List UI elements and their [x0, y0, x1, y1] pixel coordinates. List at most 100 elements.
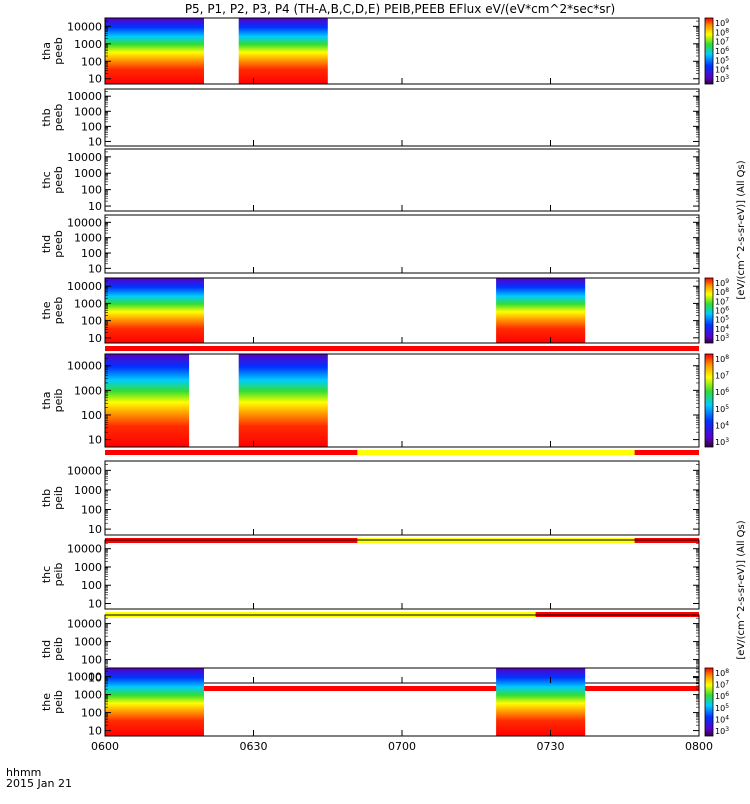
colorbar	[704, 353, 714, 448]
spectrogram-block	[105, 354, 190, 447]
panel-thc-peeb: 10 100 1000 10000 thc peeb	[40, 148, 700, 213]
panel-label: thd	[40, 640, 53, 658]
panel-label: the	[40, 301, 53, 319]
colorbar-tick-label: 105	[715, 703, 729, 713]
colorbar-tick-label: 104	[715, 714, 729, 724]
y-tick-label: 10	[88, 725, 102, 738]
panel-label: thd	[40, 235, 53, 253]
x-tick-label: 0800	[685, 740, 713, 753]
colorbar-tick-label: 106	[715, 387, 729, 397]
y-tick-label: 1000	[74, 38, 102, 51]
colorbar-tick-label: 104	[715, 65, 729, 75]
y-tick-label: 10000	[67, 280, 102, 293]
y-tick-label: 100	[81, 409, 102, 422]
y-tick-label: 10000	[67, 151, 102, 164]
panel-label: thc	[40, 171, 53, 188]
y-tick-label: 100	[81, 504, 102, 517]
panel-frame	[104, 460, 700, 536]
panel-label: peib	[52, 690, 65, 714]
panel-frame	[104, 88, 700, 147]
panel-label: peib	[52, 486, 65, 510]
colorbar-tick-label: 109	[715, 18, 729, 28]
colorbar-tick-label: 103	[715, 726, 729, 736]
y-tick-label: 1000	[74, 167, 102, 180]
x-tick-label: 0600	[91, 740, 119, 753]
y-tick-label: 1000	[74, 689, 102, 702]
colorbar-tick-label: 105	[715, 55, 729, 65]
panel-label: tha	[40, 391, 53, 409]
spectrogram-block	[238, 354, 328, 447]
spectrogram-block	[105, 18, 204, 84]
panel-frame	[104, 353, 700, 448]
y-tick-label: 100	[81, 120, 102, 133]
panel-frame	[104, 214, 700, 274]
quality-flag-red	[105, 686, 699, 691]
y-tick-label: 10	[88, 434, 102, 447]
panel-label: peeb	[52, 297, 65, 325]
y-tick-label: 1000	[74, 484, 102, 497]
y-tick-label: 10000	[67, 671, 102, 684]
x-tick-label: 0630	[240, 740, 268, 753]
spectrogram-block	[496, 668, 586, 736]
colorbar-tick-label: 104	[715, 324, 729, 334]
y-tick-label: 100	[81, 579, 102, 592]
colorbar-tick-label: 103	[715, 74, 729, 84]
date-label: 2015 Jan 21	[6, 777, 72, 790]
colorbar-tick-label: 108	[715, 668, 729, 678]
colorbar-label-electron: [eV/(cm^2-s-sr-eV)] (All Qs)	[736, 160, 747, 299]
y-tick-label: 100	[81, 247, 102, 260]
colorbar-tick-label: 108	[715, 287, 729, 297]
x-tick-label: 0730	[537, 740, 565, 753]
y-tick-label: 10000	[67, 360, 102, 373]
y-tick-label: 1000	[74, 232, 102, 245]
y-tick-label: 1000	[74, 636, 102, 649]
panel-thd-peeb: 10 100 1000 10000 thd peeb	[40, 214, 700, 275]
time-axis-label: hhmm	[6, 766, 41, 779]
panel-the-peeb: 10 100 1000 10000 the peeb 1091081071061051041…	[40, 277, 729, 351]
y-tick-label: 10	[88, 200, 102, 213]
chart-title: P5, P1, P2, P3, P4 (TH-A,B,C,D,E) PEIB,P…	[185, 2, 615, 16]
panel-label: peeb	[52, 230, 65, 258]
y-tick-label: 10	[88, 672, 102, 685]
panel-label: peeb	[52, 166, 65, 194]
colorbar-tick-label: 103	[715, 437, 729, 447]
panel-frame	[104, 148, 700, 212]
y-tick-label: 1000	[74, 561, 102, 574]
colorbar-tick-label: 104	[715, 420, 729, 430]
colorbar-tick-label: 103	[715, 333, 729, 343]
y-tick-label: 10000	[67, 618, 102, 631]
colorbar-tick-label: 107	[715, 371, 729, 381]
colorbar-tick-label: 106	[715, 306, 729, 316]
quality-flag-red	[634, 450, 699, 455]
y-tick-label: 10	[88, 523, 102, 536]
y-tick-label: 1000	[74, 384, 102, 397]
colorbar-tick-label: 108	[715, 27, 729, 37]
y-tick-label: 10	[88, 262, 102, 275]
y-tick-label: 10	[88, 598, 102, 611]
y-tick-label: 100	[81, 55, 102, 68]
colorbar-tick-label: 106	[715, 691, 729, 701]
panel-tha-peeb: 10 100 1000 10000 tha peeb 1091081071061051041…	[40, 17, 729, 86]
y-tick-label: 10000	[67, 20, 102, 33]
y-tick-label: 1000	[74, 297, 102, 310]
y-tick-label: 10	[88, 73, 102, 86]
y-tick-label: 100	[81, 315, 102, 328]
panel-label: peib	[52, 389, 65, 413]
quality-flag-red	[105, 450, 358, 455]
colorbar-tick-label: 108	[715, 354, 729, 364]
colorbar-tick-label: 107	[715, 37, 729, 47]
y-tick-label: 10000	[67, 464, 102, 477]
panel-thb-peib: 10 100 1000 10000 thb peib	[40, 460, 700, 543]
panel-tha-peib: 10 100 1000 10000 tha peib 108 107 106 105 104 103	[40, 353, 729, 455]
colorbar-tick-label: 106	[715, 46, 729, 56]
spectrogram-block	[105, 278, 204, 343]
panel-label: tha	[40, 42, 53, 60]
colorbar	[704, 667, 714, 737]
spectrogram-block	[105, 668, 204, 736]
colorbar-label-ion: [eV/(cm^2-s-sr-eV)] (All Qs)	[736, 520, 747, 659]
y-tick-label: 10000	[67, 216, 102, 229]
panel-label: thb	[40, 108, 53, 126]
